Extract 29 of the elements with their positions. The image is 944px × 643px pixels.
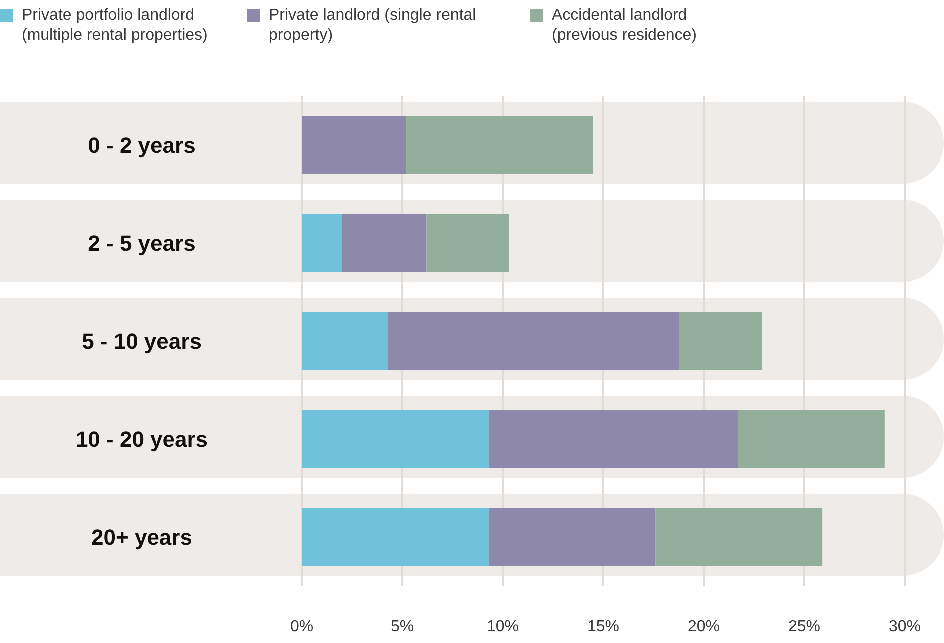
x-tick-label: 20%	[688, 618, 720, 636]
x-tick-label: 15%	[587, 618, 620, 636]
legend-label: Private landlord (single rental property)	[269, 6, 478, 46]
legend-label: Accidental landlord (previous residence)	[552, 6, 698, 46]
y-tick-label: 2 - 5 years	[88, 230, 196, 256]
y-tick-label: 10 - 20 years	[76, 426, 208, 452]
bar	[302, 508, 489, 566]
x-tick-label: 30%	[888, 618, 922, 636]
bar	[302, 214, 342, 272]
bar	[302, 410, 489, 468]
bar	[302, 116, 407, 174]
x-tick-label: 25%	[788, 618, 821, 636]
x-tick-label: 10%	[486, 618, 520, 636]
x-tick-label: 5%	[390, 618, 414, 636]
x-tick-label: 0%	[290, 618, 314, 636]
bar	[302, 312, 388, 370]
bar	[342, 214, 427, 272]
bar	[680, 312, 762, 370]
bar	[388, 312, 680, 370]
y-tick-label: 0 - 2 years	[88, 132, 196, 158]
bar	[738, 410, 885, 468]
y-tick-label: 5 - 10 years	[82, 328, 202, 354]
y-tick-label: 20+ years	[92, 524, 192, 550]
bar	[426, 214, 510, 272]
legend-label: Private portfolio landlord (multiple rental properties)	[22, 6, 209, 46]
bar	[656, 508, 823, 566]
bar	[488, 410, 738, 468]
bar	[406, 116, 594, 174]
bar	[488, 508, 656, 566]
